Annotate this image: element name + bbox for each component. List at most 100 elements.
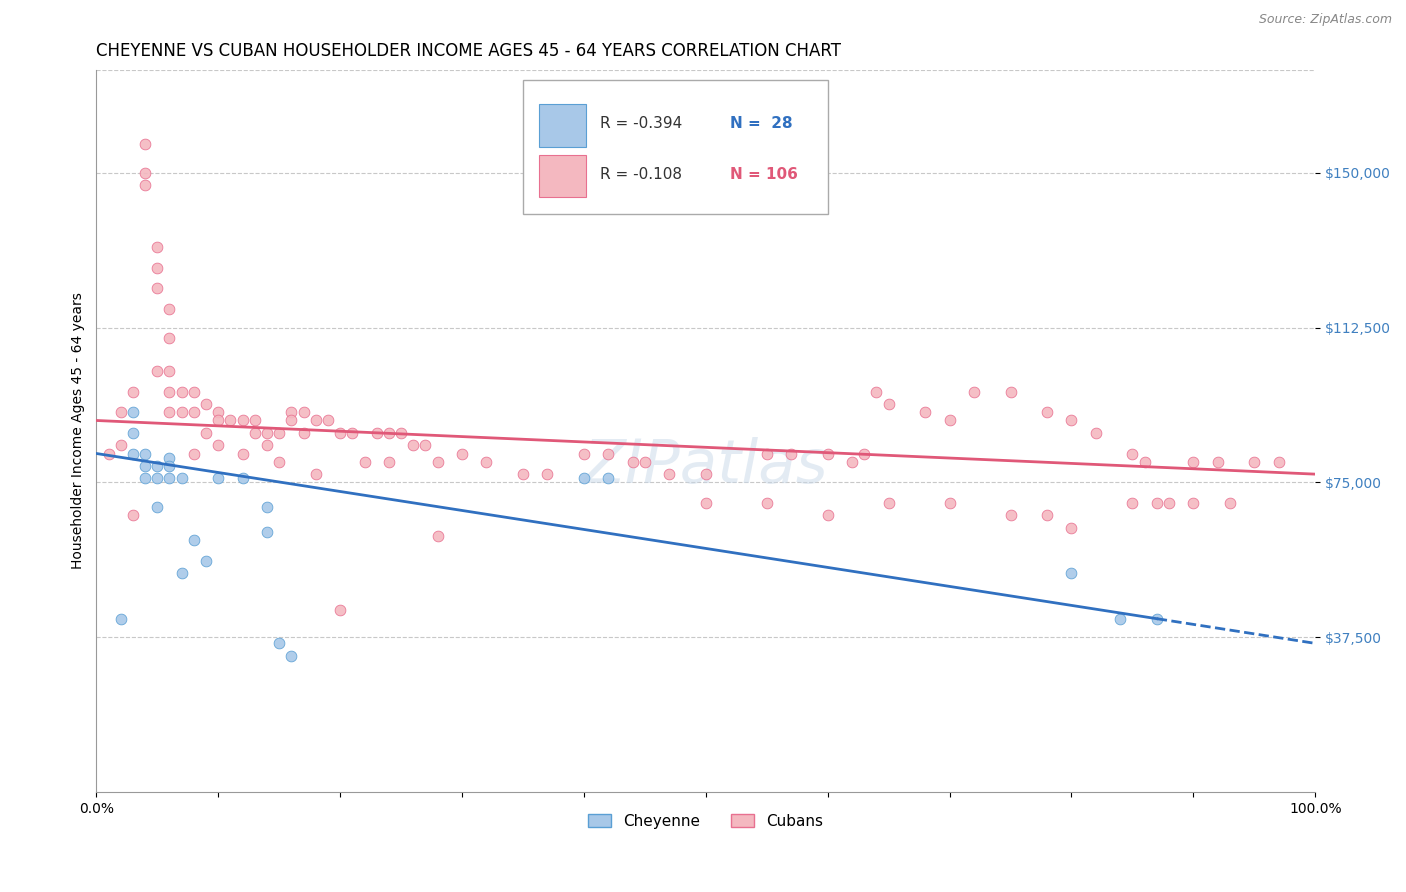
- Point: [243, 425, 266, 440]
- Point: [1146, 496, 1168, 510]
- Point: [914, 405, 936, 419]
- Point: [232, 413, 254, 427]
- Point: [1267, 455, 1289, 469]
- Point: [1206, 455, 1229, 469]
- Point: [877, 397, 900, 411]
- Point: [378, 455, 401, 469]
- Point: [426, 455, 449, 469]
- Point: [780, 446, 803, 460]
- Point: [305, 467, 328, 482]
- Point: [329, 603, 352, 617]
- Point: [256, 500, 278, 515]
- Point: [426, 529, 449, 543]
- Point: [1109, 612, 1132, 626]
- Point: [634, 455, 657, 469]
- Point: [183, 405, 205, 419]
- Point: [159, 301, 181, 316]
- Point: [159, 450, 181, 465]
- Point: [195, 554, 218, 568]
- Point: [1060, 521, 1083, 535]
- Point: [755, 496, 778, 510]
- Point: [853, 446, 876, 460]
- Point: [232, 446, 254, 460]
- Point: [122, 405, 145, 419]
- Point: [256, 425, 278, 440]
- Point: [207, 405, 229, 419]
- Point: [598, 446, 620, 460]
- Point: [269, 636, 291, 650]
- Point: [134, 471, 156, 485]
- Legend: Cheyenne, Cubans: Cheyenne, Cubans: [582, 807, 830, 835]
- Point: [817, 508, 839, 523]
- Point: [1060, 413, 1083, 427]
- Point: [110, 612, 132, 626]
- Point: [183, 384, 205, 399]
- Point: [134, 178, 156, 193]
- Point: [415, 438, 437, 452]
- Point: [1060, 566, 1083, 581]
- Point: [1243, 455, 1265, 469]
- Point: [353, 455, 375, 469]
- Point: [402, 438, 425, 452]
- Point: [1036, 405, 1059, 419]
- Point: [658, 467, 681, 482]
- Point: [146, 260, 169, 275]
- Point: [342, 425, 364, 440]
- Point: [207, 438, 229, 452]
- Text: ZIPatlas: ZIPatlas: [583, 437, 828, 497]
- Point: [817, 446, 839, 460]
- Point: [146, 364, 169, 378]
- Point: [1036, 508, 1059, 523]
- Point: [292, 425, 315, 440]
- Point: [146, 240, 169, 254]
- Point: [1133, 455, 1156, 469]
- Point: [159, 384, 181, 399]
- Point: [1121, 446, 1143, 460]
- Point: [536, 467, 558, 482]
- Point: [1121, 496, 1143, 510]
- Point: [269, 455, 291, 469]
- Point: [146, 281, 169, 295]
- Text: Source: ZipAtlas.com: Source: ZipAtlas.com: [1258, 13, 1392, 27]
- Point: [1182, 455, 1205, 469]
- Point: [110, 405, 132, 419]
- Point: [572, 446, 595, 460]
- Point: [170, 405, 193, 419]
- Point: [305, 413, 328, 427]
- Point: [378, 425, 401, 440]
- Point: [170, 384, 193, 399]
- Point: [572, 471, 595, 485]
- FancyBboxPatch shape: [523, 80, 828, 214]
- Point: [256, 438, 278, 452]
- Point: [134, 136, 156, 151]
- Point: [1084, 425, 1107, 440]
- Text: N = 106: N = 106: [730, 167, 799, 182]
- Point: [316, 413, 339, 427]
- Point: [146, 458, 169, 473]
- Point: [621, 455, 644, 469]
- Point: [207, 471, 229, 485]
- Point: [256, 524, 278, 539]
- Point: [122, 446, 145, 460]
- Y-axis label: Householder Income Ages 45 - 64 years: Householder Income Ages 45 - 64 years: [72, 293, 86, 569]
- Point: [695, 467, 717, 482]
- Point: [1000, 508, 1022, 523]
- Point: [963, 384, 986, 399]
- Point: [389, 425, 412, 440]
- Point: [232, 471, 254, 485]
- Point: [269, 425, 291, 440]
- Point: [292, 405, 315, 419]
- Point: [159, 331, 181, 345]
- Point: [841, 455, 863, 469]
- Point: [122, 384, 145, 399]
- Point: [512, 467, 534, 482]
- Point: [938, 496, 960, 510]
- Point: [170, 471, 193, 485]
- Point: [280, 648, 302, 663]
- Point: [134, 166, 156, 180]
- Point: [183, 446, 205, 460]
- Point: [1157, 496, 1180, 510]
- FancyBboxPatch shape: [538, 104, 586, 147]
- Point: [451, 446, 474, 460]
- Point: [122, 508, 145, 523]
